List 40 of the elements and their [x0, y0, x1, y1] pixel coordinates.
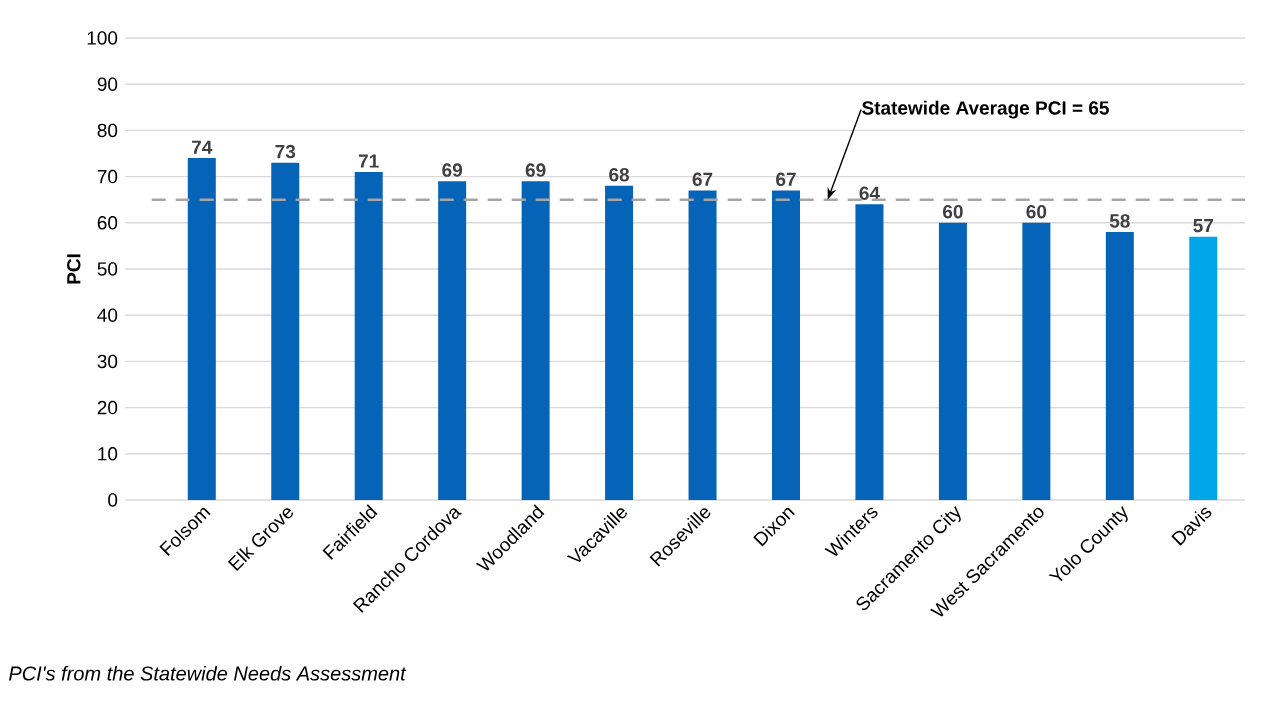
data-label: 69 [525, 163, 546, 177]
data-label: 60 [943, 204, 963, 219]
data-label: 60 [1026, 204, 1047, 219]
ref-line-label: Statewide Average PCI = 65 [862, 100, 1109, 119]
y-tick-label: 0 [108, 493, 118, 507]
y-tick-label: 80 [97, 123, 118, 138]
y-tick-label: 70 [97, 169, 118, 184]
data-label: 64 [859, 186, 880, 200]
bar [187, 158, 216, 500]
data-label: 67 [776, 172, 796, 187]
data-label: 69 [442, 163, 463, 177]
bar [271, 162, 300, 500]
bar [1022, 222, 1051, 500]
y-tick-label: 30 [97, 354, 118, 369]
data-label: 67 [692, 172, 713, 187]
y-tick-label: 10 [98, 447, 118, 461]
bar [1105, 232, 1134, 500]
data-label: 73 [275, 144, 296, 159]
y-tick-label: 40 [97, 308, 118, 322]
bar [1189, 236, 1218, 500]
bar [688, 190, 717, 500]
y-tick-label: 20 [97, 400, 118, 415]
bar [938, 222, 967, 500]
bar [438, 181, 467, 500]
data-label: 74 [192, 140, 213, 154]
y-axis-title: PCI [67, 254, 81, 284]
data-label: 58 [1109, 214, 1130, 228]
bar [855, 204, 884, 500]
y-tick-label: 50 [97, 262, 118, 276]
y-tick-label: 100 [87, 31, 118, 45]
y-tick-label: 90 [97, 77, 118, 91]
y-tick-label: 60 [97, 216, 118, 230]
data-label: 68 [609, 167, 630, 182]
data-label: 71 [358, 154, 379, 168]
bar [354, 171, 383, 500]
bar [772, 190, 800, 500]
data-label: 57 [1193, 218, 1213, 233]
bar [605, 185, 634, 500]
text: PCI's from the Statewide Needs Assessment [9, 665, 407, 681]
bar [521, 181, 550, 500]
